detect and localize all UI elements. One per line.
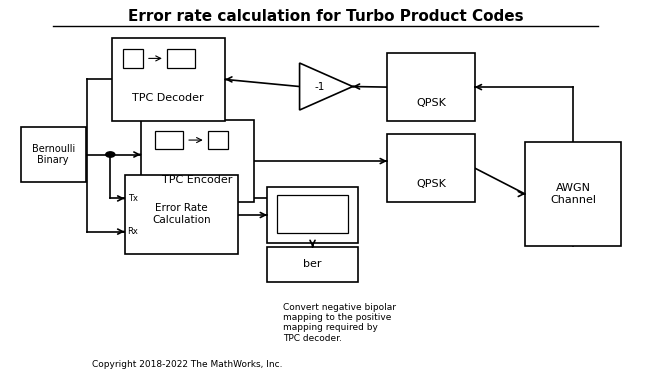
Bar — [267, 187, 358, 243]
Text: Copyright 2018-2022 The MathWorks, Inc.: Copyright 2018-2022 The MathWorks, Inc. — [92, 360, 283, 369]
Bar — [111, 38, 225, 121]
Circle shape — [105, 152, 115, 157]
Text: Error rate calculation for Turbo Product Codes: Error rate calculation for Turbo Product… — [128, 9, 523, 24]
Bar — [387, 134, 475, 202]
Text: TPC Decoder: TPC Decoder — [133, 94, 204, 104]
Bar — [277, 195, 348, 233]
Bar — [267, 247, 358, 282]
Text: Error Rate
Calculation: Error Rate Calculation — [152, 203, 210, 225]
Bar — [387, 54, 475, 121]
Bar — [208, 131, 228, 149]
Text: -1: -1 — [314, 81, 325, 92]
Text: ber: ber — [303, 260, 322, 270]
Bar — [155, 131, 183, 149]
Text: AWGN
Channel: AWGN Channel — [550, 183, 596, 205]
Polygon shape — [299, 63, 353, 110]
Bar — [141, 120, 254, 203]
Bar — [124, 175, 238, 254]
Text: QPSK: QPSK — [416, 178, 446, 189]
Bar — [525, 142, 621, 246]
Text: TPC Encoder: TPC Encoder — [162, 175, 232, 185]
Text: Tx: Tx — [128, 194, 138, 203]
Text: Bernoulli
Binary: Bernoulli Binary — [32, 144, 75, 165]
Bar — [167, 49, 195, 68]
Text: Convert negative bipolar
mapping to the positive
mapping required by
TPC decoder: Convert negative bipolar mapping to the … — [283, 303, 396, 343]
Bar — [21, 126, 86, 182]
Text: QPSK: QPSK — [416, 98, 446, 107]
Text: Rx: Rx — [128, 227, 139, 236]
Bar — [123, 49, 143, 68]
